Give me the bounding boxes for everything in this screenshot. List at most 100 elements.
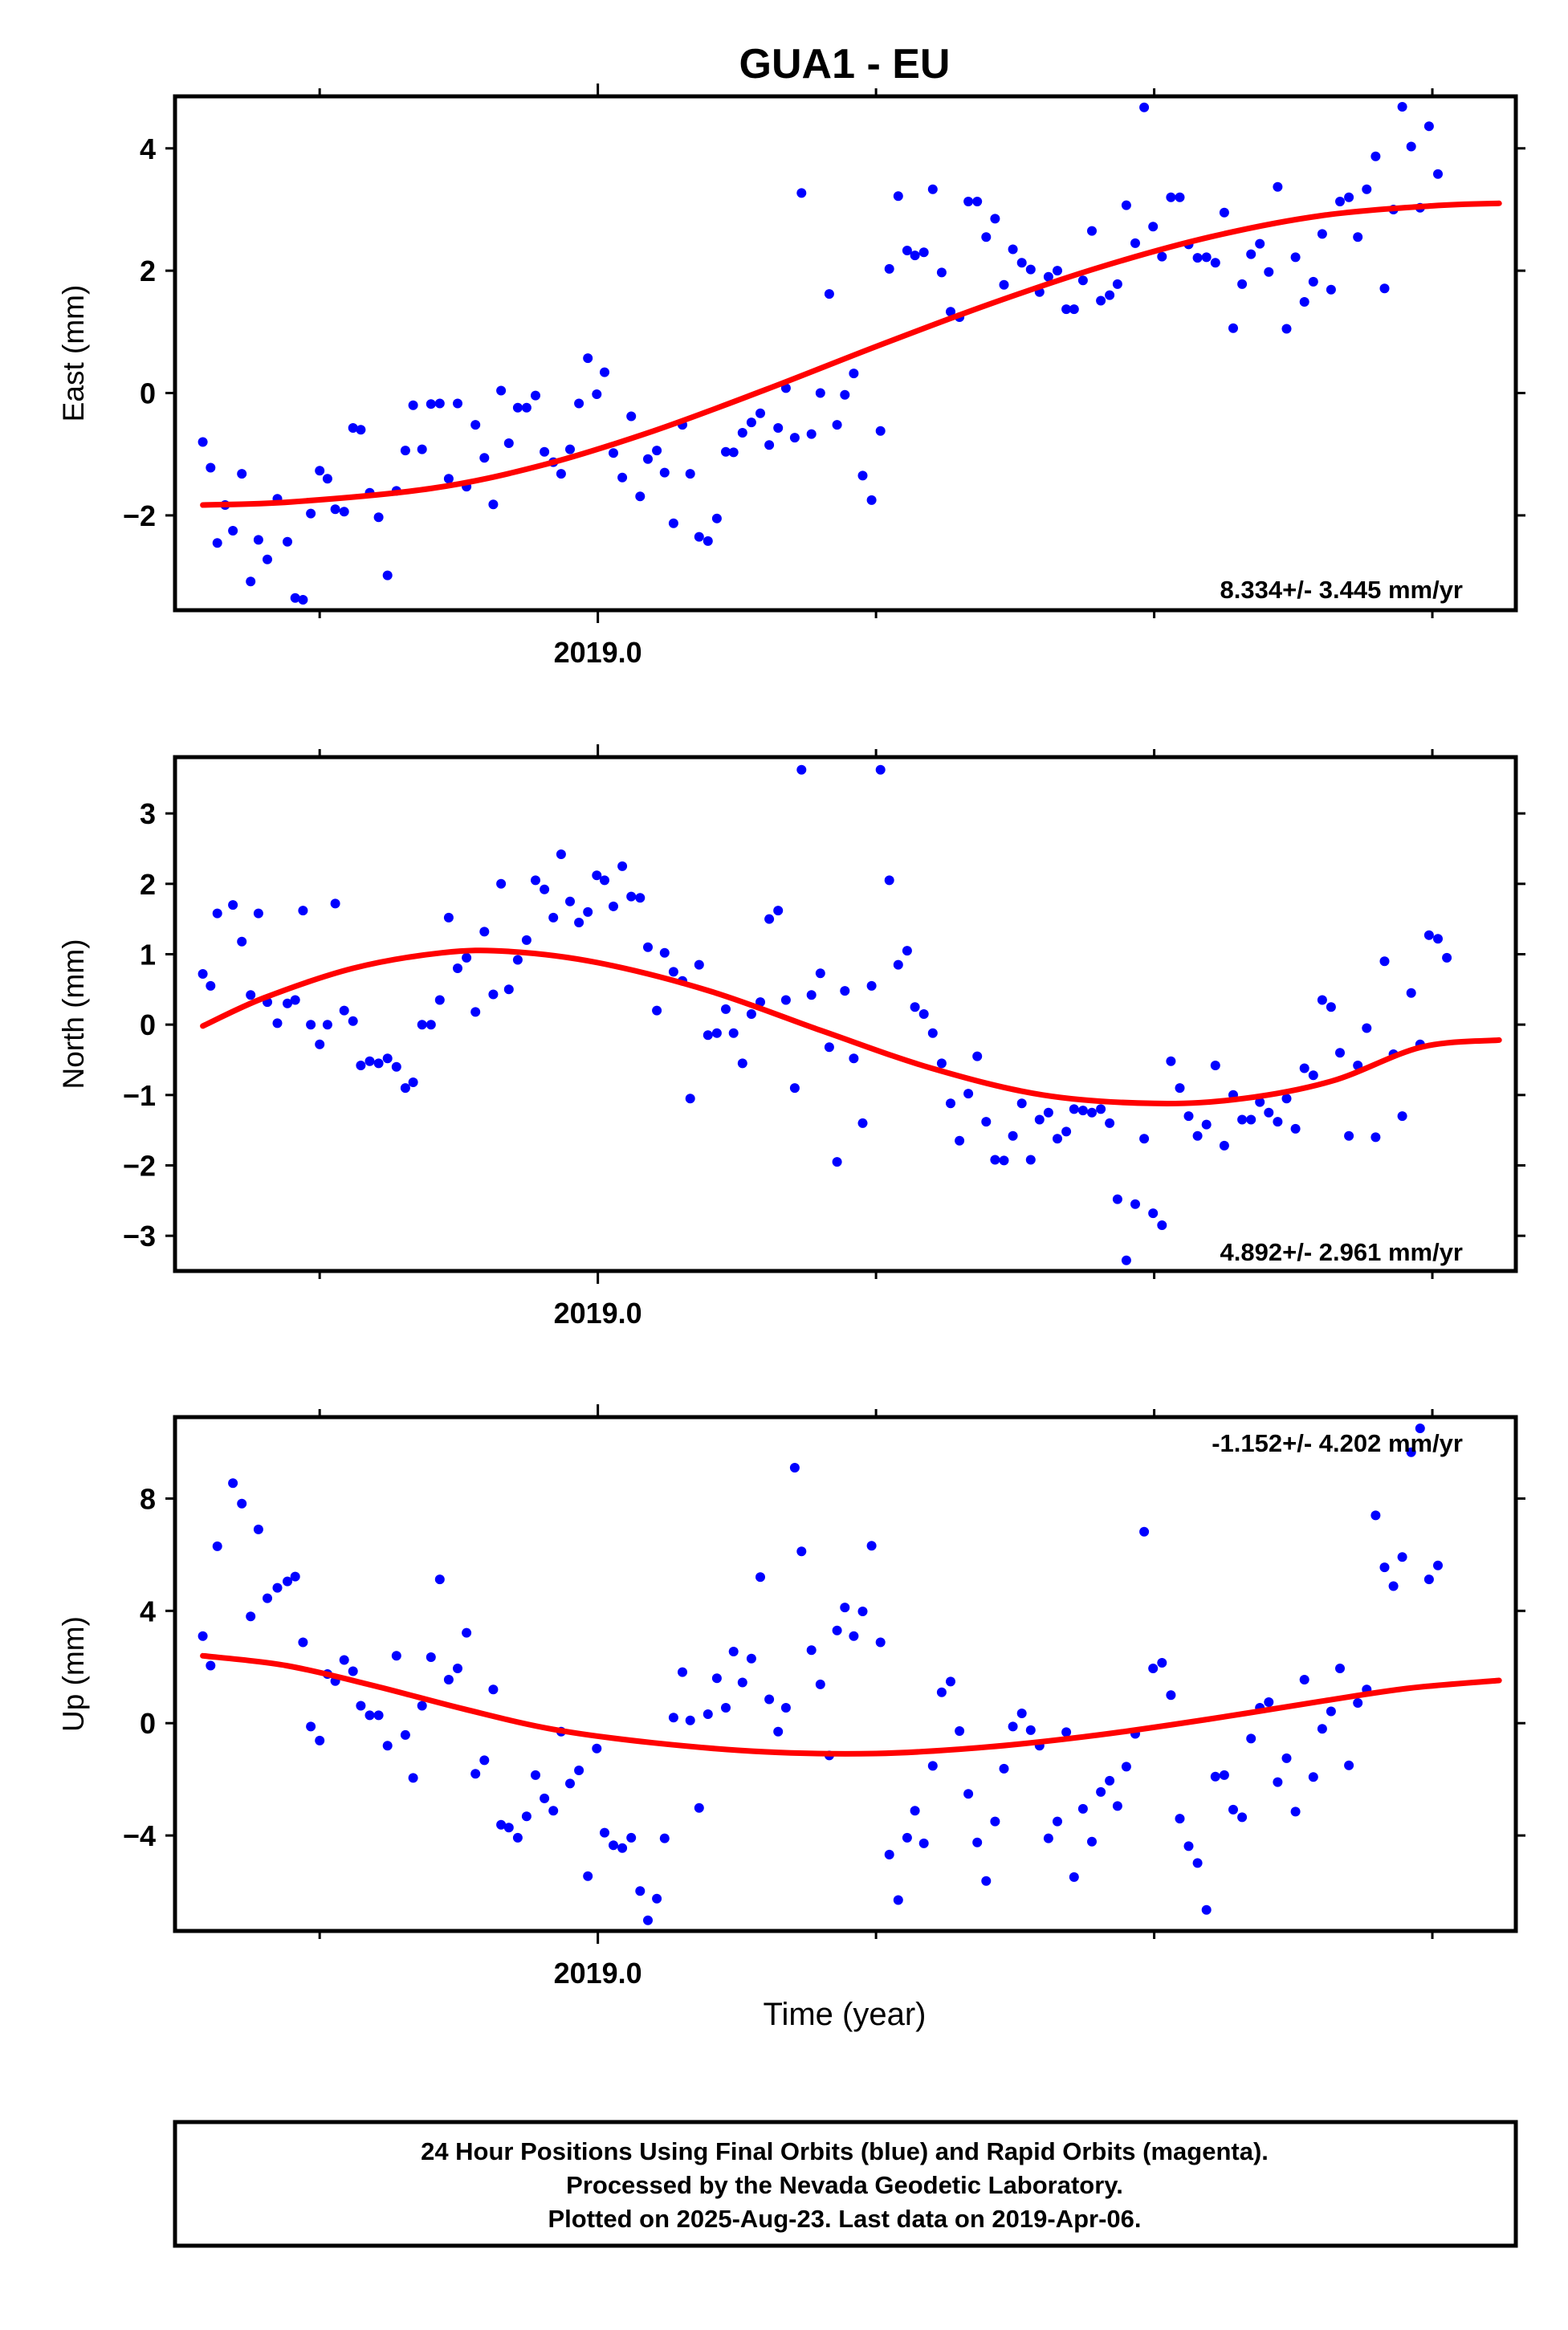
north-point-70 [806, 990, 817, 1000]
east-point-16 [330, 504, 340, 515]
up-point-29 [453, 1664, 462, 1673]
north-point-102 [1087, 1107, 1097, 1118]
north-point-62 [737, 1058, 747, 1069]
east-point-63 [737, 428, 747, 438]
north-point-60 [721, 1004, 731, 1014]
east-point-138 [1397, 102, 1407, 112]
north-point-95 [1025, 1155, 1036, 1165]
east-point-106 [1112, 279, 1122, 289]
north-point-51 [643, 942, 653, 952]
east-point-108 [1130, 238, 1140, 248]
north-y-tick-label-1: −2 [123, 1149, 156, 1182]
up-point-12 [306, 1721, 316, 1732]
east-point-62 [728, 447, 739, 458]
up-point-122 [1264, 1697, 1274, 1707]
east-point-125 [1281, 324, 1292, 334]
up-point-137 [1397, 1552, 1407, 1562]
north-point-92 [999, 1155, 1009, 1166]
north-point-4 [237, 936, 247, 947]
north-point-117 [1219, 1140, 1229, 1151]
east-point-135 [1370, 151, 1381, 161]
north-point-101 [1077, 1106, 1088, 1116]
up-point-105 [1112, 1801, 1122, 1811]
north-panel: −3 −2 −1 0 1 2 3 2019.0 North (mm) 4.892+/- 2.961… [57, 744, 1525, 1330]
up-point-104 [1105, 1775, 1115, 1786]
up-point-139 [1415, 1424, 1425, 1433]
east-point-47 [600, 367, 609, 377]
east-point-50 [626, 411, 637, 422]
up-point-120 [1246, 1733, 1256, 1744]
up-point-90 [981, 1876, 992, 1886]
north-point-42 [565, 896, 575, 906]
east-point-46 [592, 389, 602, 399]
east-point-60 [711, 513, 722, 523]
up-point-21 [382, 1741, 393, 1751]
north-point-8 [272, 1018, 283, 1029]
north-point-100 [1069, 1104, 1079, 1114]
up-point-43 [574, 1766, 584, 1775]
up-point-127 [1308, 1772, 1318, 1782]
north-point-27 [434, 995, 445, 1005]
east-point-13 [306, 508, 316, 519]
north-point-59 [711, 1028, 722, 1038]
east-point-131 [1335, 197, 1345, 206]
east-point-21 [373, 512, 384, 523]
up-point-129 [1326, 1706, 1336, 1717]
up-point-78 [875, 1637, 886, 1648]
east-point-45 [583, 353, 593, 364]
north-point-131 [1344, 1130, 1354, 1141]
east-point-96 [1025, 264, 1036, 275]
east-point-53 [652, 446, 662, 456]
north-point-11 [298, 906, 308, 916]
east-point-74 [832, 420, 842, 430]
north-point-5 [246, 990, 256, 1000]
east-point-29 [443, 474, 454, 484]
north-point-29 [453, 963, 462, 973]
east-point-77 [857, 470, 868, 481]
east-point-67 [773, 423, 784, 433]
east-point-87 [946, 307, 955, 317]
east-point-104 [1096, 295, 1106, 306]
east-point-126 [1290, 252, 1301, 263]
east-point-51 [635, 491, 646, 502]
up-point-82 [910, 1806, 920, 1816]
north-point-24 [408, 1077, 418, 1087]
east-point-115 [1192, 253, 1203, 263]
north-point-46 [600, 875, 609, 886]
up-point-44 [583, 1871, 593, 1881]
up-point-31 [470, 1769, 481, 1779]
up-point-123 [1273, 1777, 1283, 1787]
up-point-140 [1423, 1574, 1434, 1585]
east-point-111 [1157, 251, 1167, 262]
up-point-34 [496, 1819, 507, 1830]
up-point-79 [884, 1849, 894, 1860]
north-point-31 [470, 1007, 481, 1017]
up-point-141 [1433, 1560, 1443, 1570]
up-point-28 [443, 1675, 454, 1684]
east-point-18 [348, 423, 358, 433]
east-point-85 [927, 184, 938, 194]
up-point-24 [408, 1773, 418, 1783]
north-point-2 [212, 908, 222, 919]
footer-frame [173, 2120, 1518, 2248]
up-point-18 [356, 1701, 366, 1711]
east-point-99 [1053, 266, 1062, 276]
footer-line-2: Processed by the Nevada Geodetic Laborat… [566, 2171, 1123, 2199]
up-rate-label: -1.152+/- 4.202 mm/yr [1212, 1429, 1463, 1457]
up-point-80 [893, 1895, 903, 1905]
north-point-18 [356, 1061, 366, 1070]
north-point-3 [228, 900, 238, 910]
north-point-105 [1112, 1194, 1122, 1204]
north-points [198, 764, 1452, 1265]
north-point-88 [963, 1089, 974, 1099]
east-point-22 [382, 570, 393, 580]
north-point-41 [556, 849, 566, 859]
up-point-83 [918, 1838, 929, 1848]
north-point-47 [609, 901, 618, 911]
up-point-56 [685, 1715, 695, 1725]
up-point-2 [212, 1541, 222, 1551]
east-point-116 [1201, 252, 1212, 263]
up-point-54 [668, 1713, 678, 1723]
north-point-120 [1246, 1114, 1256, 1125]
